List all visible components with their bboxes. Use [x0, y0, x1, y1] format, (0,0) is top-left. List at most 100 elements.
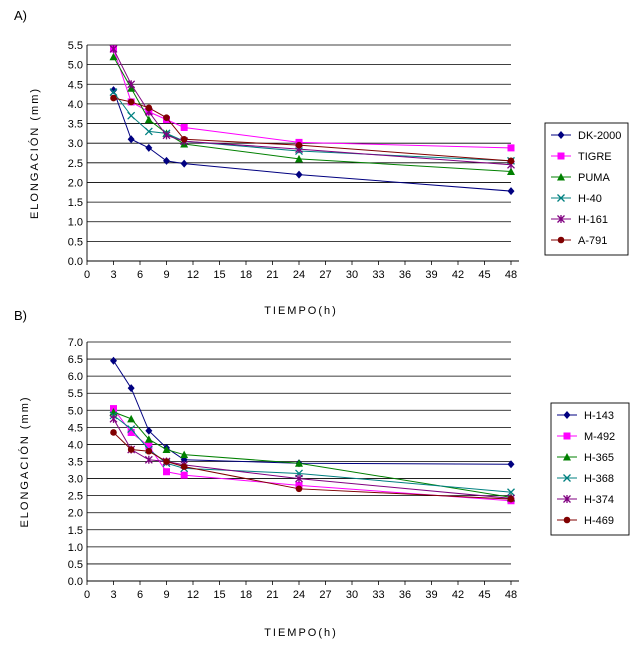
y-axis-title: ELONGACIÓN (mm)	[28, 87, 41, 219]
data-point	[507, 488, 515, 497]
data-point	[162, 445, 171, 454]
legend-entry: H-40	[578, 193, 602, 205]
legend-entry: M-492	[584, 431, 615, 443]
y-tick-label: 2.5	[68, 491, 83, 503]
data-point	[507, 167, 515, 175]
legend-entry: H-469	[584, 515, 614, 527]
data-point	[145, 104, 153, 112]
y-tick-label: 1.5	[68, 197, 83, 209]
x-tick-label: 3	[110, 269, 116, 281]
x-tick-label: 9	[163, 269, 169, 281]
data-point	[145, 447, 153, 455]
data-point	[507, 157, 515, 165]
y-tick-label: 4.5	[68, 422, 83, 434]
data-point	[109, 44, 118, 53]
data-point	[110, 86, 117, 95]
y-tick-label: 3.0	[68, 138, 83, 150]
data-point	[507, 187, 515, 196]
data-point	[145, 442, 153, 450]
x-tick-label: 21	[266, 589, 278, 601]
y-tick-label: 7.0	[68, 337, 83, 349]
y-tick-label: 5.0	[68, 60, 83, 72]
data-point	[127, 111, 136, 120]
series-H-143	[110, 356, 515, 469]
data-point	[180, 135, 188, 143]
x-tick-label: 33	[372, 269, 384, 281]
x-tick-label: 12	[187, 269, 199, 281]
data-point	[110, 94, 117, 102]
data-point	[162, 131, 171, 140]
data-point	[109, 414, 118, 423]
y-axis-title: ELONGACIÓN (mm)	[18, 395, 31, 527]
x-tick-label: 15	[213, 269, 225, 281]
x-tick-label: 0	[84, 269, 90, 281]
data-point	[127, 384, 135, 393]
y-tick-label: 0.0	[68, 576, 83, 588]
legend-marker	[557, 236, 565, 244]
data-point	[295, 459, 303, 467]
series-A-791	[110, 94, 515, 165]
legend-entry: H-161	[578, 214, 608, 226]
legend-marker	[563, 495, 571, 503]
x-tick-label: 45	[478, 269, 490, 281]
x-tick-label: 45	[478, 589, 490, 601]
y-tick-label: 5.0	[68, 405, 83, 417]
data-point	[144, 435, 153, 443]
legend-marker	[557, 152, 565, 160]
x-tick-label: 33	[372, 589, 384, 601]
legend-entry: H-365	[584, 452, 614, 464]
data-point	[127, 98, 135, 106]
legend-entry: TIGRE	[578, 151, 612, 163]
data-point	[180, 159, 188, 168]
x-tick-label: 42	[452, 269, 464, 281]
x-axis-title: TIEMPO(h)	[264, 305, 338, 317]
data-point	[163, 156, 170, 165]
data-point	[144, 455, 153, 464]
data-point	[295, 481, 303, 489]
x-tick-label: 6	[137, 589, 143, 601]
y-tick-label: 0.5	[68, 559, 83, 571]
legend-entry: H-143	[584, 410, 614, 422]
legend-entry: DK-2000	[578, 130, 621, 142]
data-point	[110, 356, 117, 365]
series-H-368	[109, 411, 515, 497]
x-tick-label: 18	[240, 589, 252, 601]
x-tick-label: 12	[187, 589, 199, 601]
series-H-469	[110, 429, 515, 503]
data-point	[109, 88, 118, 97]
x-tick-label: 39	[425, 589, 437, 601]
legend-entry: H-374	[584, 494, 614, 506]
y-tick-label: 1.0	[68, 542, 83, 554]
legend-entry: PUMA	[578, 172, 610, 184]
data-point	[295, 154, 303, 163]
panel-label-a: A)	[14, 8, 27, 23]
legend-marker	[557, 215, 565, 223]
data-point	[180, 123, 188, 131]
legend-entry: A-791	[578, 235, 607, 247]
data-point	[127, 135, 135, 144]
data-point	[507, 460, 515, 469]
x-tick-label: 27	[319, 269, 331, 281]
data-point	[507, 144, 515, 152]
data-point	[163, 114, 170, 121]
x-tick-label: 18	[240, 269, 252, 281]
legend-box	[544, 122, 629, 256]
data-point	[127, 414, 136, 423]
legend-marker	[563, 474, 571, 482]
data-point	[144, 127, 153, 136]
x-tick-label: 30	[346, 589, 358, 601]
data-point	[145, 143, 153, 152]
x-tick-label: 9	[163, 589, 169, 601]
y-tick-label: 2.0	[68, 177, 83, 189]
data-point	[295, 170, 303, 179]
legend-entry: H-368	[584, 473, 614, 485]
x-axis-title: TIEMPO(h)	[264, 627, 338, 639]
y-tick-label: 6.0	[68, 371, 83, 383]
x-tick-label: 39	[425, 269, 437, 281]
data-point	[295, 141, 303, 149]
y-tick-label: 0.0	[68, 256, 83, 268]
x-tick-label: 42	[452, 589, 464, 601]
x-tick-label: 24	[293, 269, 305, 281]
legend-box	[550, 402, 630, 536]
